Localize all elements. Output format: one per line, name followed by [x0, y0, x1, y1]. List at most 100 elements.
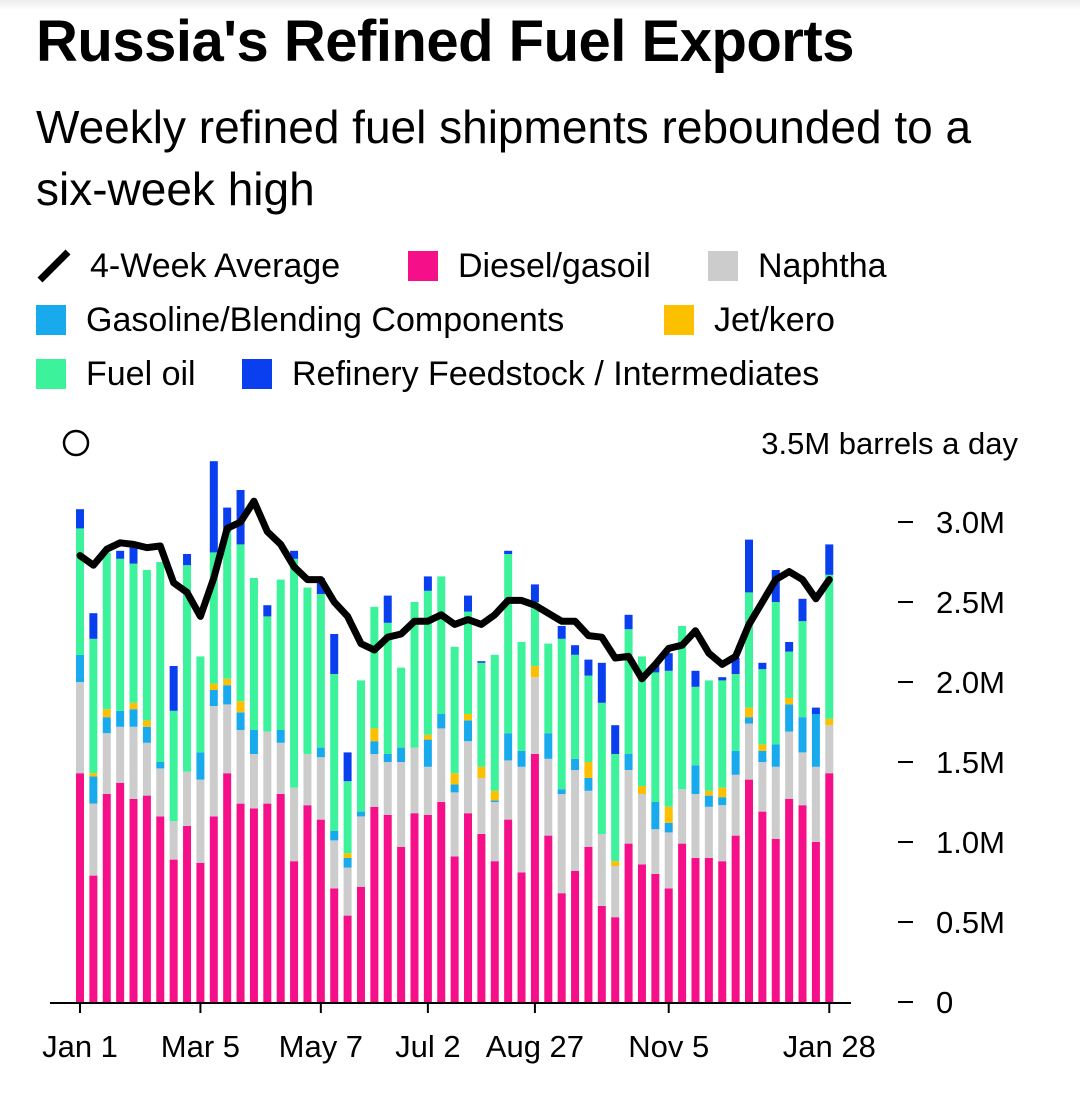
bar-segment-diesel-gasoil — [383, 814, 392, 1002]
bar-segment-gasoline-blending-components — [745, 717, 753, 724]
y-axis-ticks: 0 0.5M 1.0M 1.5M 2.0M 2.5M 3.0M — [898, 505, 1005, 1020]
bar-segment-naphtha — [517, 766, 526, 873]
bar-segment-gasoline-blending-components — [771, 744, 780, 767]
bar-segment-gasoline-blending-components — [464, 720, 473, 742]
bar-segment-naphtha — [704, 806, 713, 858]
bar-segment-naphtha — [263, 731, 272, 804]
bar-segment-diesel-gasoil — [624, 843, 633, 1002]
bar-segment-jet-kero — [223, 678, 232, 686]
bar-segment-naphtha — [464, 741, 473, 814]
bar-segment-naphtha — [611, 866, 620, 918]
x-tick-label: Mar 5 — [161, 1029, 240, 1064]
bar-segment-naphtha — [437, 728, 446, 802]
bar-segment-refinery-feedstock-intermediates — [597, 662, 606, 703]
bar-segment-gasoline-blending-components — [102, 717, 111, 734]
bar-segment-fuel-oil — [718, 680, 727, 788]
bar-segment-diesel-gasoil — [477, 834, 486, 1002]
legend-item-4-week-average: 4-Week Average — [36, 244, 340, 288]
bar-segment-gasoline-blending-components — [249, 730, 258, 754]
bar-segment-diesel-gasoil — [156, 816, 165, 1002]
bar-segment-gasoline-blending-components — [664, 822, 673, 833]
bar-segment-naphtha — [490, 802, 499, 862]
bar-segment-naphtha — [142, 742, 151, 796]
bar-segment-fuel-oil — [731, 674, 740, 751]
legend-item-naphtha: Naphtha — [708, 244, 887, 288]
bar-segment-naphtha — [584, 790, 593, 847]
bar-segment-diesel-gasoil — [571, 870, 580, 1002]
bar-segment-gasoline-blending-components — [343, 858, 352, 868]
bar-segment-refinery-feedstock-intermediates — [129, 544, 138, 564]
bar-segment-naphtha — [691, 794, 700, 858]
bar-segment-naphtha — [450, 792, 459, 857]
bar-segment-diesel-gasoil — [637, 864, 646, 1002]
bar-segment-naphtha — [637, 794, 646, 865]
legend-label: Refinery Feedstock / Intermediates — [292, 354, 820, 393]
bar-segment-diesel-gasoil — [785, 798, 794, 1002]
bar-segment-naphtha — [557, 794, 566, 894]
bar-segment-diesel-gasoil — [102, 794, 111, 1002]
bar-segment-gasoline-blending-components — [624, 754, 633, 770]
bar-segment-refinery-feedstock-intermediates — [477, 661, 486, 663]
bar-segment-naphtha — [370, 754, 379, 807]
bar-segment-diesel-gasoil — [811, 842, 820, 1002]
bar-segment-gasoline-blending-components — [704, 795, 713, 807]
bar-segment-jet-kero — [477, 766, 486, 778]
bar-segment-naphtha — [183, 771, 192, 826]
legend-item-refinery-feedstock: Refinery Feedstock / Intermediates — [242, 352, 819, 396]
bar-segment-jet-kero — [664, 806, 673, 823]
bar-segment-naphtha — [731, 774, 740, 836]
bar-segment-diesel-gasoil — [116, 782, 125, 1002]
bar-segment-jet-kero — [758, 744, 767, 751]
bar-segment-jet-kero — [490, 790, 499, 801]
bar-segment-diesel-gasoil — [825, 773, 834, 1002]
bar-segment-diesel-gasoil — [343, 915, 352, 1002]
bar-segment-naphtha — [383, 762, 392, 815]
bar-segment-jet-kero — [343, 853, 352, 858]
bar-segment-gasoline-blending-components — [571, 758, 580, 770]
bar-segment-naphtha — [89, 803, 98, 876]
y-tick-label: 0.5M — [936, 905, 1005, 940]
bar-segment-fuel-oil — [825, 574, 834, 719]
bar-segment-fuel-oil — [142, 570, 151, 721]
bar-segment-diesel-gasoil — [316, 819, 325, 1002]
bar-segment-gasoline-blending-components — [785, 704, 794, 732]
bar-segment-jet-kero — [584, 762, 593, 778]
legend-label: Jet/kero — [714, 300, 835, 339]
bar-segment-jet-kero — [209, 683, 218, 690]
bar-segment-fuel-oil — [89, 638, 98, 774]
bar-segment-refinery-feedstock-intermediates — [290, 550, 299, 559]
bar-segment-fuel-oil — [343, 781, 352, 854]
bar-segment-refinery-feedstock-intermediates — [584, 659, 593, 676]
bar-segment-refinery-feedstock-intermediates — [209, 461, 218, 553]
bar-segment-fuel-oil — [423, 590, 432, 735]
bar-segment-gasoline-blending-components — [397, 747, 406, 762]
bar-segment-diesel-gasoil — [437, 802, 446, 1002]
bar-segment-jet-kero — [236, 701, 245, 713]
bar-segment-diesel-gasoil — [664, 888, 673, 1002]
bar-segment-gasoline-blending-components — [758, 750, 767, 762]
bar-segment-diesel-gasoil — [196, 862, 205, 1002]
bar-segment-fuel-oil — [597, 702, 606, 834]
bar-segment-fuel-oil — [116, 558, 125, 711]
bar-segment-naphtha — [798, 752, 807, 806]
bar-segment-naphtha — [290, 787, 299, 862]
bar-segment-diesel-gasoil — [584, 846, 593, 1002]
bar-segment-naphtha — [785, 731, 794, 799]
bar-segment-fuel-oil — [169, 710, 178, 822]
bar-segment-jet-kero — [530, 666, 539, 678]
bar-segment-refinery-feedstock-intermediates — [718, 677, 727, 681]
bar-segment-gasoline-blending-components — [209, 690, 218, 706]
bar-segment-naphtha — [758, 762, 767, 812]
bar-segment-fuel-oil — [356, 680, 365, 812]
bar-segment-fuel-oil — [758, 669, 767, 745]
bar-segment-naphtha — [129, 726, 138, 799]
bar-segment-naphtha — [571, 770, 580, 871]
bar-segment-refinery-feedstock-intermediates — [785, 642, 794, 652]
bar-segment-refinery-feedstock-intermediates — [530, 584, 539, 602]
bar-segment-naphtha — [504, 760, 513, 820]
bar-segment-gasoline-blending-components — [731, 750, 740, 775]
legend-swatch — [408, 251, 438, 281]
bar-segment-jet-kero — [611, 861, 620, 866]
bar-segment-fuel-oil — [370, 606, 379, 729]
